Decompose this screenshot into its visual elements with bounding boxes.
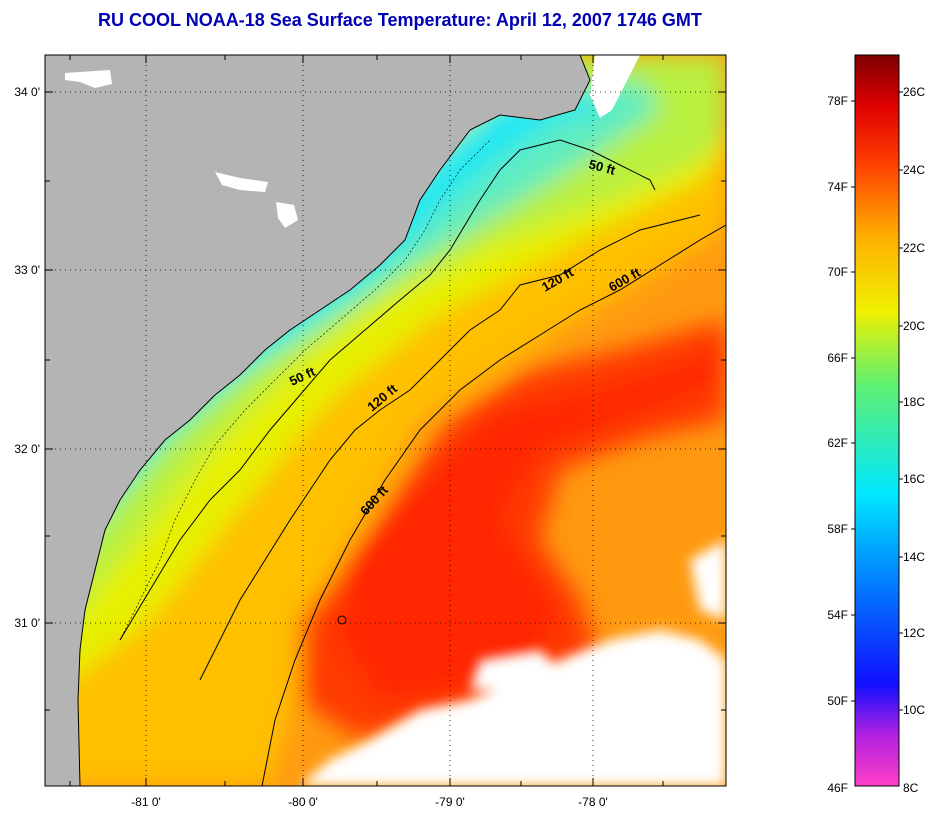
cbar-c-8: 8C (903, 781, 919, 795)
cloud-mask (300, 540, 726, 786)
sst-field (45, 55, 726, 786)
cbar-f-66: 66F (827, 351, 848, 365)
cbar-f-58: 58F (827, 522, 848, 536)
cbar-c-24: 24C (903, 163, 925, 177)
lat-label-33: 33 0' (14, 263, 40, 277)
lon-label-78: -78 0' (578, 795, 608, 809)
lat-label-32: 32 0' (14, 442, 40, 456)
lat-label-34: 34 0' (14, 85, 40, 99)
contour-120ft (199, 214, 701, 681)
map-plot: 50 ft 50 ft 120 ft 120 ft 600 ft 600 ft (45, 55, 726, 786)
plot-frame (44, 54, 727, 787)
lat-lon-grid (45, 55, 726, 786)
cbar-f-70: 70F (827, 265, 848, 279)
cbar-f-54: 54F (827, 608, 848, 622)
axis-ticks (45, 55, 726, 786)
cbar-f-62: 62F (827, 436, 848, 450)
contour-50ft (119, 139, 656, 641)
cbar-c-14: 14C (903, 550, 925, 564)
colorbar-gradient (854, 54, 900, 787)
cbar-c-12: 12C (903, 626, 925, 640)
cbar-f-46: 46F (827, 781, 848, 795)
cbar-f-50: 50F (827, 694, 848, 708)
cbar-f-74: 74F (827, 180, 848, 194)
cbar-c-10: 10C (903, 703, 925, 717)
map-title: RU COOL NOAA-18 Sea Surface Temperature:… (98, 10, 702, 30)
cbar-c-16: 16C (903, 472, 925, 486)
cbar-f-78: 78F (827, 94, 848, 108)
contour-label-50ft-a: 50 ft (587, 156, 617, 178)
lat-label-31: 31 0' (14, 616, 40, 630)
lon-label-80: -80 0' (288, 795, 318, 809)
cbar-c-22: 22C (903, 241, 925, 255)
cbar-c-18: 18C (903, 395, 925, 409)
coastline-land (45, 55, 591, 786)
cbar-c-26: 26C (903, 85, 925, 99)
lon-label-79: -79 0' (435, 795, 465, 809)
colorbar: 78F 74F 70F 66F 62F 58F 54F 50F 46F 26C … (827, 54, 925, 795)
cbar-c-20: 20C (903, 319, 925, 333)
lon-label-81: -81 0' (131, 795, 161, 809)
